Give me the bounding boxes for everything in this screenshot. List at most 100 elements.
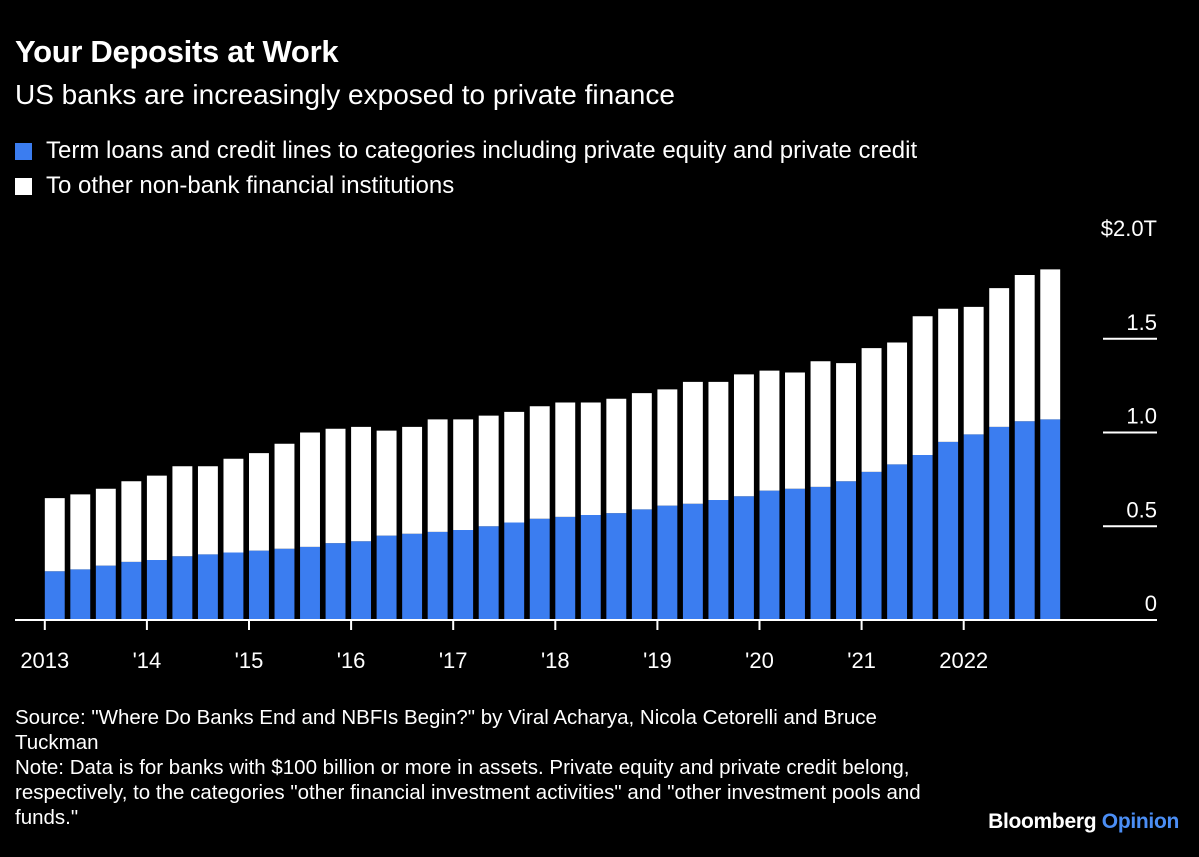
bar-other-nbfi-35 <box>938 308 959 442</box>
source-text: Source: "Where Do Banks End and NBFIs Be… <box>15 706 877 754</box>
bar-other-nbfi-12 <box>351 426 372 542</box>
bar-other-nbfi-4 <box>146 475 167 561</box>
legend-label-other-nbfi: To other non-bank financial institutions <box>46 172 455 199</box>
bar-other-nbfi-32 <box>861 348 882 472</box>
bar-other-nbfi-17 <box>478 415 499 527</box>
bar-other-nbfi-0 <box>44 498 65 572</box>
bar-private-finance-6 <box>197 554 218 621</box>
bar-other-nbfi-2 <box>95 488 116 566</box>
x-tick-label-5: '18 <box>541 648 570 673</box>
bar-private-finance-0 <box>44 571 65 620</box>
y-axis: 0 0.5 1.0 1.5 $2.0T <box>1101 216 1157 616</box>
y-tick-label-4: $2.0T <box>1101 216 1157 241</box>
bar-other-nbfi-23 <box>631 393 652 510</box>
bar-other-nbfi-6 <box>197 466 218 555</box>
bar-other-nbfi-38 <box>1014 275 1035 422</box>
bar-private-finance-38 <box>1014 421 1035 620</box>
bar-other-nbfi-8 <box>249 453 269 551</box>
bar-private-finance-15 <box>427 531 448 621</box>
bar-other-nbfi-18 <box>504 411 525 523</box>
note-text: Note: Data is for banks with $100 billio… <box>15 756 921 829</box>
x-tick-label-9: 2022 <box>939 648 988 673</box>
bar-other-nbfi-15 <box>427 419 448 532</box>
bar-other-nbfi-33 <box>887 342 908 465</box>
chart-subtitle: US banks are increasingly exposed to pri… <box>15 79 675 110</box>
bar-other-nbfi-37 <box>989 288 1010 427</box>
bar-private-finance-16 <box>453 530 474 620</box>
bar-other-nbfi-34 <box>912 316 933 455</box>
y-tick-label-2: 1.0 <box>1126 404 1157 429</box>
bar-other-nbfi-7 <box>223 458 244 553</box>
legend-swatch-white <box>15 177 32 195</box>
bar-private-finance-17 <box>478 526 499 620</box>
bar-private-finance-19 <box>529 518 550 620</box>
brand-product: Opinion <box>1101 810 1180 833</box>
legend-item-private-finance: Term loans and credit lines to categorie… <box>15 137 917 165</box>
brand-name: Bloomberg <box>988 810 1097 833</box>
bar-private-finance-30 <box>810 486 831 621</box>
bar-other-nbfi-27 <box>733 374 754 497</box>
y-tick-label-0: 0 <box>1145 591 1157 616</box>
bar-other-nbfi-10 <box>300 432 320 547</box>
bars-group <box>44 269 1061 621</box>
bar-private-finance-4 <box>146 560 167 620</box>
bar-private-finance-20 <box>555 516 576 621</box>
bar-other-nbfi-9 <box>274 443 295 549</box>
bar-private-finance-39 <box>1040 419 1061 621</box>
bar-private-finance-28 <box>759 490 780 621</box>
bar-other-nbfi-39 <box>1040 269 1061 420</box>
bar-private-finance-27 <box>733 496 754 620</box>
bar-private-finance-7 <box>223 552 244 620</box>
legend-swatch-blue <box>15 142 32 160</box>
y-tick-label-1: 0.5 <box>1126 497 1157 522</box>
x-axis: 2013 '14 '15 '16 '17 '18 '19 '20 '21 2022 <box>15 619 1157 673</box>
bar-private-finance-1 <box>70 569 91 621</box>
bar-private-finance-2 <box>95 565 116 621</box>
bar-other-nbfi-21 <box>580 402 601 515</box>
x-tick-label-6: '19 <box>643 648 672 673</box>
bar-private-finance-34 <box>912 455 933 620</box>
bar-private-finance-37 <box>989 426 1010 621</box>
x-tick-label-8: '21 <box>847 648 876 673</box>
bar-private-finance-3 <box>121 561 142 621</box>
bar-other-nbfi-5 <box>172 466 193 557</box>
bar-private-finance-32 <box>861 471 882 621</box>
bar-private-finance-10 <box>300 546 320 621</box>
bar-private-finance-33 <box>887 464 908 621</box>
bar-other-nbfi-24 <box>657 389 678 506</box>
bar-private-finance-9 <box>274 548 295 620</box>
x-tick-label-0: 2013 <box>20 648 69 673</box>
bar-other-nbfi-25 <box>682 381 703 504</box>
bar-other-nbfi-19 <box>529 406 550 519</box>
bar-other-nbfi-26 <box>708 381 729 501</box>
legend-label-private-finance: Term loans and credit lines to categorie… <box>46 137 918 164</box>
footnote: Source: "Where Do Banks End and NBFIs Be… <box>15 705 955 830</box>
bar-private-finance-12 <box>351 541 372 620</box>
x-tick-label-1: '14 <box>133 648 162 673</box>
bar-other-nbfi-30 <box>810 361 831 487</box>
bar-other-nbfi-28 <box>759 370 780 491</box>
y-tick-label-3: 1.5 <box>1126 310 1157 335</box>
bar-other-nbfi-29 <box>785 372 805 489</box>
legend-item-other-nbfi: To other non-bank financial institutions <box>15 172 454 200</box>
bar-private-finance-22 <box>606 513 627 621</box>
x-tick-label-4: '17 <box>439 648 468 673</box>
bar-other-nbfi-36 <box>963 306 984 435</box>
bar-private-finance-18 <box>504 522 525 620</box>
chart-title: Your Deposits at Work <box>15 34 339 69</box>
bar-private-finance-31 <box>836 481 856 620</box>
x-tick-label-2: '15 <box>235 648 264 673</box>
bar-other-nbfi-20 <box>555 402 576 517</box>
bar-other-nbfi-13 <box>376 430 397 536</box>
bar-private-finance-11 <box>325 543 346 621</box>
bar-private-finance-8 <box>249 550 269 621</box>
bar-private-finance-26 <box>708 500 729 620</box>
bar-other-nbfi-11 <box>325 428 346 544</box>
x-tick-label-7: '20 <box>745 648 774 673</box>
bar-private-finance-29 <box>785 488 805 620</box>
bar-private-finance-35 <box>938 441 959 621</box>
brand-logo: Bloomberg Opinion <box>988 810 1179 834</box>
bar-private-finance-36 <box>963 434 984 621</box>
bar-other-nbfi-22 <box>606 398 627 514</box>
